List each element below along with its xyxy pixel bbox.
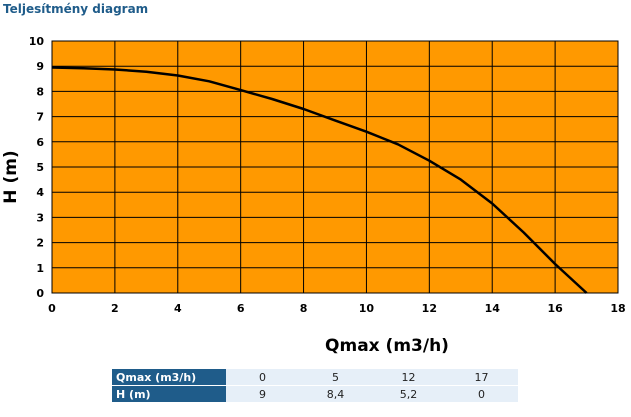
table-row: H (m) 9 8,4 5,2 0 — [112, 385, 518, 403]
data-table: Qmax (m3/h) 0 5 12 17 H (m) 9 8,4 5,2 0 — [112, 369, 518, 403]
x-tick-label: 18 — [610, 302, 625, 315]
y-tick-label: 2 — [36, 237, 44, 250]
x-tick-label: 14 — [485, 302, 501, 315]
x-tick-label: 10 — [359, 302, 375, 315]
table-cell: 0 — [445, 385, 518, 403]
y-tick-label: 1 — [36, 262, 44, 275]
x-axis-ticks: 0 2 4 6 8 10 12 14 16 18 — [48, 302, 625, 315]
x-axis-label: Qmax (m3/h) — [325, 336, 449, 356]
y-tick-label: 8 — [36, 85, 44, 98]
table-row: Qmax (m3/h) 0 5 12 17 — [112, 369, 518, 386]
y-tick-label: 4 — [36, 186, 44, 199]
row-header-qmax: Qmax (m3/h) — [112, 369, 226, 386]
y-tick-label: 7 — [36, 111, 44, 124]
row-header-h: H (m) — [112, 385, 226, 403]
x-tick-label: 8 — [300, 302, 308, 315]
y-tick-label: 5 — [36, 161, 44, 174]
y-tick-label: 3 — [36, 211, 44, 224]
table-cell: 0 — [226, 369, 299, 386]
y-tick-label: 10 — [29, 35, 45, 48]
x-tick-label: 16 — [547, 302, 563, 315]
y-tick-label: 6 — [36, 136, 44, 149]
chart-title: Teljesítmény diagram — [3, 2, 149, 16]
table-cell: 17 — [445, 369, 518, 386]
grid-lines — [51, 40, 619, 294]
table-cell: 5 — [299, 369, 372, 386]
x-tick-label: 4 — [174, 302, 182, 315]
y-tick-label: 0 — [36, 287, 44, 300]
table-cell: 9 — [226, 385, 299, 403]
y-tick-label: 9 — [36, 60, 44, 73]
table-cell: 8,4 — [299, 385, 372, 403]
x-tick-label: 2 — [111, 302, 119, 315]
y-axis-ticks: 0 1 2 3 4 5 6 7 8 9 10 — [29, 35, 45, 300]
table-cell: 12 — [372, 369, 445, 386]
x-tick-label: 0 — [48, 302, 56, 315]
y-axis-label: H (m) — [1, 150, 21, 203]
series-line — [51, 66, 588, 294]
x-tick-label: 6 — [237, 302, 245, 315]
x-tick-label: 12 — [422, 302, 437, 315]
table-cell: 5,2 — [372, 385, 445, 403]
